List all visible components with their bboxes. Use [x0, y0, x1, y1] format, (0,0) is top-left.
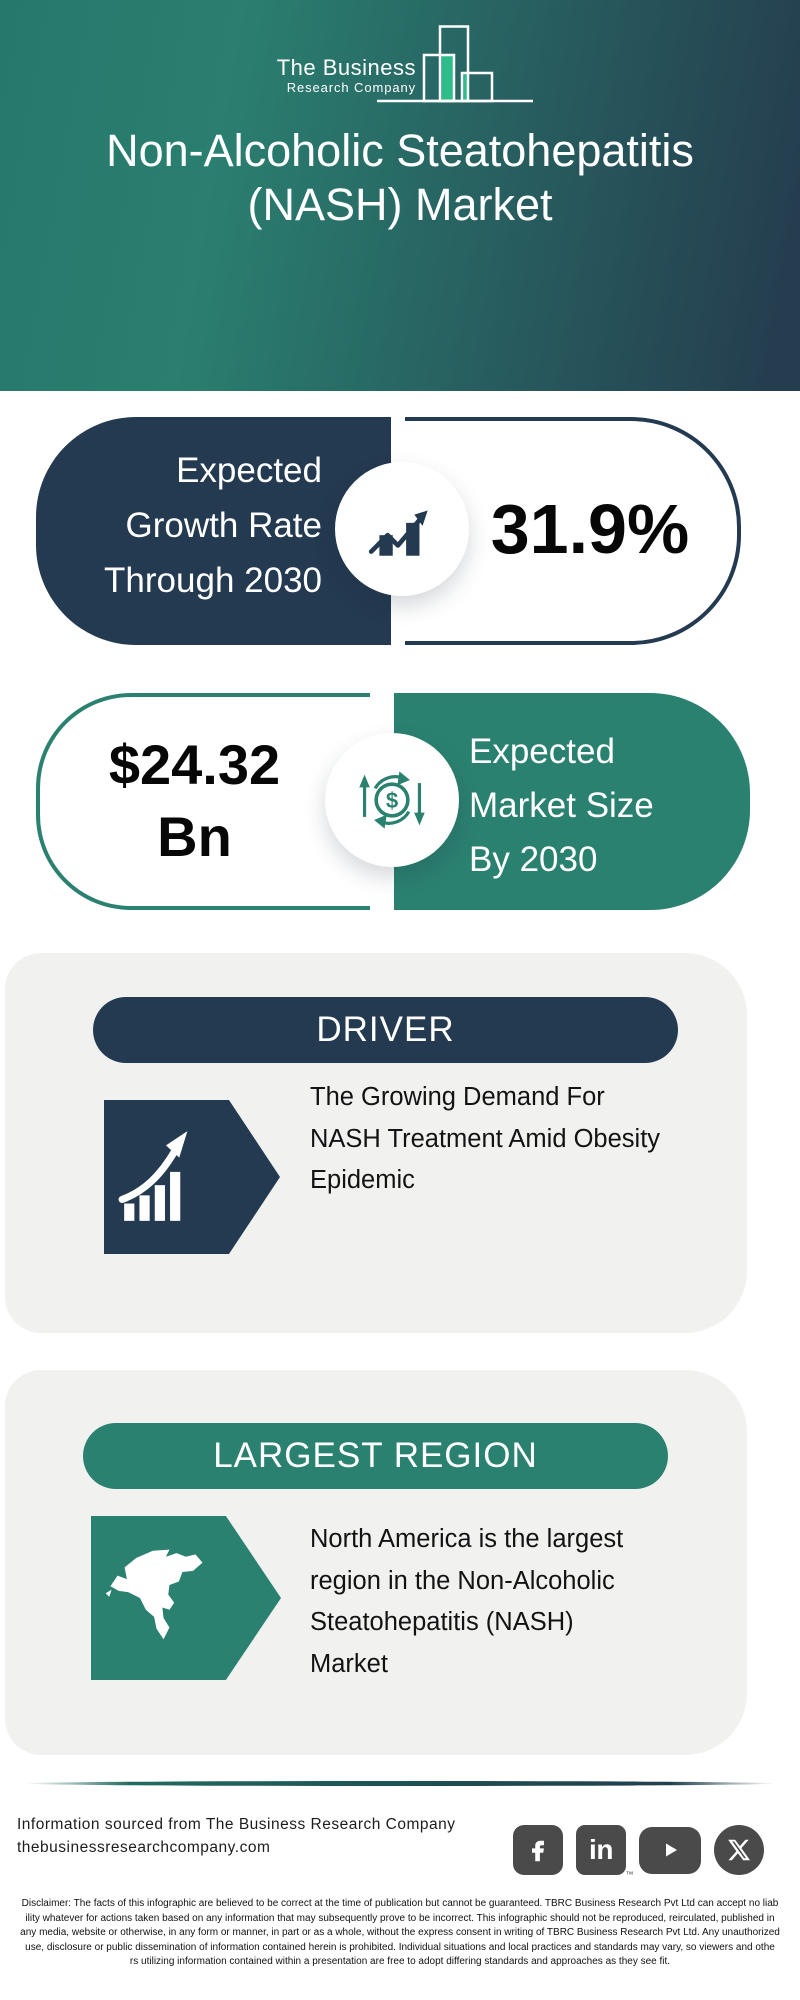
disclaimer-text: Disclaimer: The facts of this infographi… [0, 1897, 800, 1970]
disclaimer-line5: rs utilizing information contained withi… [129, 1956, 671, 1967]
growth-rate-label-line3: Through 2030 [104, 561, 322, 600]
region-text-line1: North America is the largest [310, 1525, 624, 1553]
driver-text-line1: The Growing Demand For [310, 1083, 605, 1111]
social-links: in ™ [513, 1825, 764, 1879]
disclaimer-line4: use, disclosure or public dissemination … [25, 1941, 775, 1953]
driver-text-line3: Epidemic [310, 1166, 415, 1194]
market-size-label-line1: Expected [469, 732, 615, 771]
region-text-line3: Steatohepatitis (NASH) [310, 1608, 574, 1636]
region-badge: LARGEST REGION [83, 1423, 668, 1489]
market-size-value-panel [36, 693, 370, 910]
disclaimer-line3: any media, website or otherwise, in any … [20, 1927, 780, 1938]
brand-name: The Business [276, 55, 416, 80]
growth-stat-circle [335, 462, 469, 596]
x-icon[interactable] [714, 1825, 764, 1875]
footer-divider [25, 1781, 775, 1786]
market-size-label-line2: Market Size [469, 786, 654, 825]
source-url: thebusinessresearchcompany.com [17, 1839, 271, 1856]
market-size-stat-circle: $ [325, 733, 459, 867]
growth-rate-value: 31.9% [490, 490, 690, 568]
region-text-line2: region in the Non-Alcoholic [310, 1566, 615, 1595]
page-title: Non-Alcoholic Steatohepatitis (NASH) Mar… [0, 124, 800, 232]
growth-rate-label-panel [36, 417, 391, 645]
market-size-label: Expected Market Size By 2030 [469, 725, 729, 887]
header-banner: The Business Research Company Non-Alcoho… [0, 0, 800, 391]
growth-chart-icon [368, 510, 428, 556]
linkedin-icon[interactable]: in ™ [576, 1825, 633, 1879]
disclaimer-line2: ility whatever for actions taken based o… [25, 1912, 775, 1924]
driver-text: The Growing Demand For NASH Treatment Am… [310, 1077, 740, 1202]
market-size-label-line3: By 2030 [469, 840, 598, 879]
page-title-line2: (NASH) Market [247, 179, 553, 230]
growth-rate-label: Expected Growth Rate Through 2030 [60, 443, 322, 608]
brand-subname: Research Company [286, 80, 416, 95]
market-size-value-line1: $24.32 [108, 733, 281, 796]
driver-text-line2: NASH Treatment Amid Obesity [310, 1124, 661, 1153]
linkedin-trademark: ™ [625, 1870, 634, 1879]
page-title-line1: Non-Alcoholic Steatohepatitis [106, 125, 694, 176]
source-info: Information sourced from The Business Re… [17, 1813, 456, 1859]
region-text-line4: Market [310, 1649, 388, 1678]
youtube-icon[interactable] [639, 1826, 701, 1874]
money-exchange-icon: $ [359, 771, 425, 829]
north-america-map-icon [105, 1549, 203, 1640]
region-text: North America is the largest region in t… [310, 1519, 740, 1685]
market-size-value: $24.32 Bn [92, 729, 297, 873]
market-size-value-line2: Bn [157, 805, 232, 868]
logo-mark-icon [377, 25, 533, 103]
disclaimer-line1: Disclaimer: The facts of this infographi… [21, 1898, 779, 1909]
driver-badge: DRIVER [93, 997, 678, 1063]
growth-rate-label-line1: Expected [176, 451, 322, 490]
source-text: Information sourced from The Business Re… [17, 1816, 456, 1833]
brand-logo-text: The Business Research Company [210, 55, 416, 96]
bar-chart-arrow-icon [118, 1131, 188, 1221]
svg-text:$: $ [386, 788, 399, 813]
facebook-icon[interactable] [513, 1825, 563, 1875]
growth-rate-label-line2: Growth Rate [125, 506, 322, 545]
